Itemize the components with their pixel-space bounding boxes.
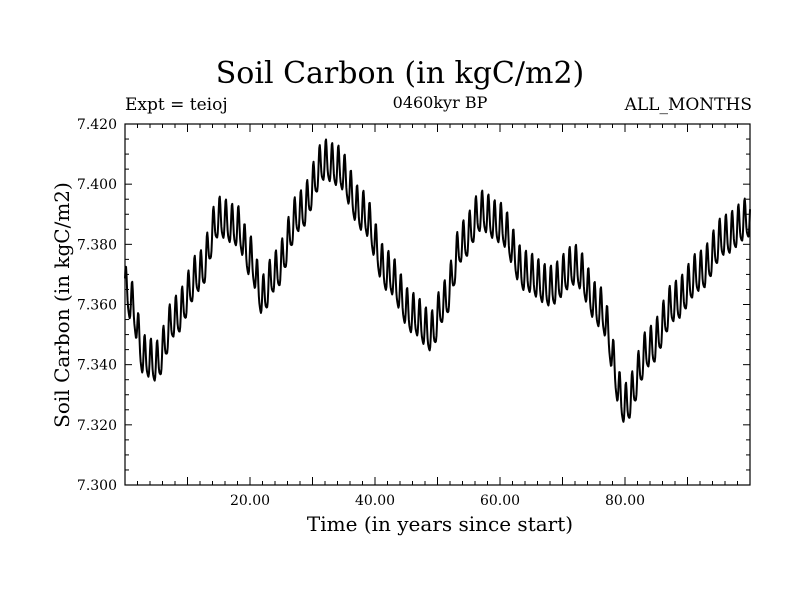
- experiment-label: Expt = teioj: [125, 95, 228, 115]
- x-tick-label: 20.00: [230, 493, 270, 509]
- x-tick-label: 40.00: [355, 493, 395, 509]
- chart-title: Soil Carbon (in kgC/m2): [215, 56, 585, 91]
- y-tick-label: 7.360: [77, 298, 117, 314]
- series-line-soil-carbon: [124, 138, 751, 423]
- y-tick-label: 7.300: [77, 478, 117, 494]
- y-tick-label: 7.420: [77, 117, 117, 133]
- axis-ticks: 7.300 7.320 7.340 7.360 7.380 7.400 7.420 20.00…: [77, 117, 751, 509]
- y-tick-label: 7.320: [77, 418, 117, 434]
- y-tick-label: 7.400: [77, 177, 117, 193]
- y-tick-label: 7.380: [77, 237, 117, 253]
- x-tick-label: 60.00: [480, 493, 520, 509]
- x-axis-label: Time (in years since start): [306, 512, 574, 536]
- period-label: ALL_MONTHS: [624, 95, 752, 115]
- plot-frame: [124, 123, 751, 486]
- x-tick-label: 80.00: [605, 493, 645, 509]
- subtitle: 0460kyr BP: [392, 93, 488, 112]
- y-tick-label: 7.340: [77, 358, 117, 374]
